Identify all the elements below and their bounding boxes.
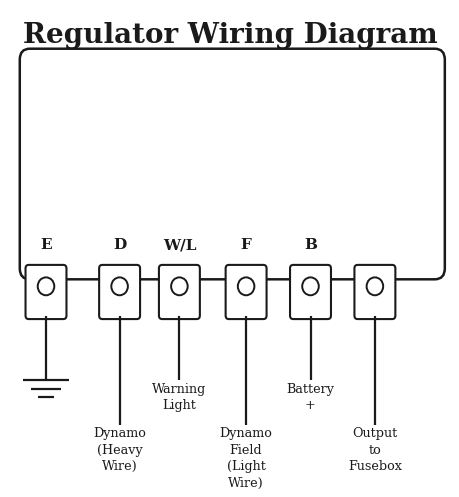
Circle shape	[366, 277, 382, 295]
Text: B: B	[303, 239, 316, 252]
FancyBboxPatch shape	[26, 265, 66, 319]
Text: Dynamo
Field
(Light
Wire): Dynamo Field (Light Wire)	[219, 427, 272, 490]
Circle shape	[38, 277, 54, 295]
Text: Battery
+: Battery +	[286, 383, 334, 412]
Text: E: E	[40, 239, 52, 252]
Text: Regulator Wiring Diagram: Regulator Wiring Diagram	[22, 22, 437, 49]
Text: Dynamo
(Heavy
Wire): Dynamo (Heavy Wire)	[93, 427, 146, 474]
FancyBboxPatch shape	[354, 265, 394, 319]
Circle shape	[171, 277, 187, 295]
Circle shape	[237, 277, 254, 295]
Text: W/L: W/L	[162, 239, 196, 252]
Circle shape	[302, 277, 318, 295]
Circle shape	[111, 277, 128, 295]
FancyBboxPatch shape	[225, 265, 266, 319]
Text: Warning
Light: Warning Light	[152, 383, 206, 412]
Text: D: D	[113, 239, 126, 252]
FancyBboxPatch shape	[290, 265, 330, 319]
FancyBboxPatch shape	[99, 265, 140, 319]
Text: Output
to
Fusebox: Output to Fusebox	[347, 427, 401, 474]
FancyBboxPatch shape	[159, 265, 200, 319]
Text: F: F	[240, 239, 251, 252]
FancyBboxPatch shape	[20, 49, 444, 279]
